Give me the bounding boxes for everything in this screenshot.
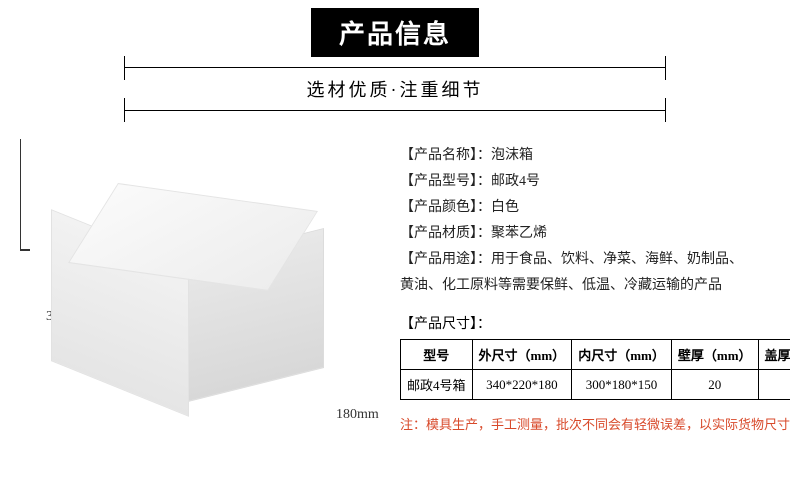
spec-value: 邮政4号 — [491, 174, 540, 189]
spec-usage-row: 【产品用途】：用于食品、饮料、净菜、海鲜、奶制品、 — [400, 247, 790, 273]
spec-value: 白色 — [491, 200, 519, 215]
header-block: 产品信息 选材优质·注重细节 — [0, 0, 790, 111]
spec-key: 【产品名称】： — [400, 148, 491, 163]
spec-key: 【产品颜色】： — [400, 200, 491, 215]
spec-value: 泡沫箱 — [491, 148, 533, 163]
spec-value: 聚苯乙烯 — [491, 226, 547, 241]
table-cell: 邮政4号箱 — [401, 370, 473, 400]
spec-row: 【产品型号】：邮政4号 — [400, 169, 790, 195]
spec-row: 【产品颜色】：白色 — [400, 195, 790, 221]
page-subtitle-wrap: 选材优质·注重细节 — [125, 67, 665, 111]
table-header-cell: 壁厚（mm） — [671, 340, 758, 370]
spec-usage-key: 【产品用途】： — [400, 252, 491, 267]
product-visual: 340mm 220mm 180mm — [20, 139, 380, 439]
dimension-height-line — [20, 139, 21, 249]
table-header-row: 型号 外尺寸（mm） 内尺寸（mm） 壁厚（mm） 盖厚（mm） — [401, 340, 790, 370]
dimension-height-label: 180mm — [336, 407, 379, 423]
spec-key: 【产品型号】： — [400, 174, 491, 189]
table-cell: 20 — [671, 370, 758, 400]
spec-dim-title: 【产品尺寸】： — [400, 313, 790, 333]
content-row: 340mm 220mm 180mm 【产品名称】：泡沫箱 【产品型号】：邮政4号… — [0, 139, 790, 439]
page-subtitle: 选材优质·注重细节 — [307, 80, 484, 100]
table-header-cell: 外尺寸（mm） — [472, 340, 572, 370]
table-header-cell: 盖厚（mm） — [758, 340, 790, 370]
spec-usage-line1: 用于食品、饮料、净菜、海鲜、奶制品、 — [491, 252, 743, 267]
table-cell: 20 — [758, 370, 790, 400]
table-row: 邮政4号箱 340*220*180 300*180*150 20 20 — [401, 370, 790, 400]
spec-row: 【产品材质】：聚苯乙烯 — [400, 221, 790, 247]
spec-key: 【产品材质】： — [400, 226, 491, 241]
table-cell: 340*220*180 — [472, 370, 572, 400]
foam-box-graphic — [85, 197, 315, 397]
spec-usage-line2: 黄油、化工原料等需要保鲜、低温、冷藏运输的产品 — [400, 273, 790, 299]
dimension-table: 型号 外尺寸（mm） 内尺寸（mm） 壁厚（mm） 盖厚（mm） 邮政4号箱 3… — [400, 339, 790, 400]
spec-row: 【产品名称】：泡沫箱 — [400, 143, 790, 169]
footnote-text: 注：模具生产，手工测量，批次不同会有轻微误差，以实际货物尺寸为准。 — [400, 414, 790, 433]
page-title: 产品信息 — [311, 8, 479, 57]
table-header-cell: 内尺寸（mm） — [572, 340, 672, 370]
table-header-cell: 型号 — [401, 340, 473, 370]
table-cell: 300*180*150 — [572, 370, 672, 400]
spec-panel: 【产品名称】：泡沫箱 【产品型号】：邮政4号 【产品颜色】：白色 【产品材质】：… — [380, 139, 790, 439]
